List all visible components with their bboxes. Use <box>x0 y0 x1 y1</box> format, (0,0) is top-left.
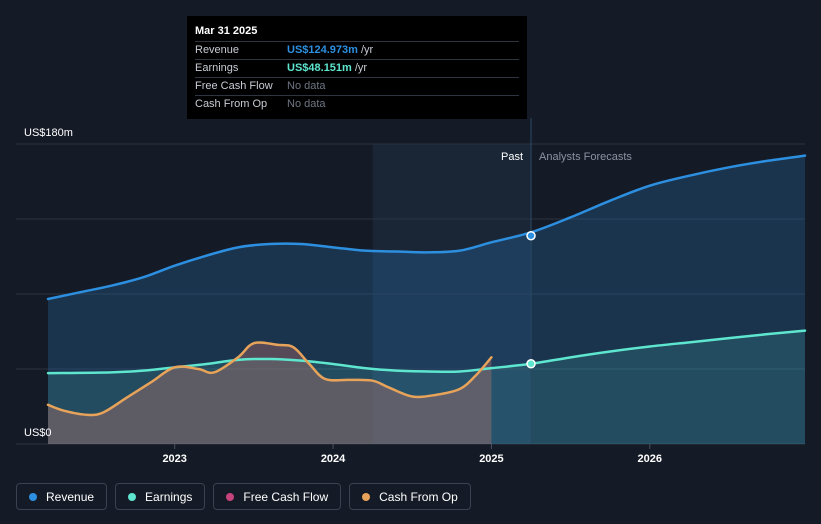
legend-item-free-cash-flow[interactable]: Free Cash Flow <box>213 483 342 510</box>
legend-dot-icon <box>128 492 137 501</box>
revenue-area <box>48 155 805 444</box>
y-tick-label: US$180m <box>24 127 73 139</box>
tooltip-label: Revenue <box>195 44 240 56</box>
legend-item-cash-from-op[interactable]: Cash From Op <box>349 483 471 510</box>
x-tick-label: 2023 <box>162 453 186 465</box>
tooltip-value: US$48.151m <box>287 62 352 74</box>
x-tick-label: 2025 <box>479 453 503 465</box>
cash-from-op-line <box>46 341 493 417</box>
series-areas <box>48 155 805 444</box>
tooltip-value: No data <box>287 80 326 92</box>
earnings-area <box>48 330 805 444</box>
tooltip-label: Cash From Op <box>195 98 268 110</box>
forecast-label: Analysts Forecasts <box>539 151 632 163</box>
hover-tooltip: Mar 31 2025 Revenue US$124.973m/yr Earning… <box>187 16 527 119</box>
earnings-line <box>46 329 807 375</box>
series-lines <box>46 154 807 417</box>
tooltip-row-free-cash-flow: Free Cash Flow No data <box>195 77 519 95</box>
legend-item-earnings[interactable]: Earnings <box>115 483 206 510</box>
past-label: Past <box>501 151 523 163</box>
tooltip-label: Free Cash Flow <box>195 80 273 92</box>
x-axis-labels: 2023 2024 2025 2026 <box>162 444 662 465</box>
tooltip-value: US$124.973m <box>287 44 358 56</box>
legend-dot-icon <box>29 492 37 501</box>
tooltip-date: Mar 31 2025 <box>195 25 258 37</box>
y-axis-labels: US$180m US$0 <box>24 127 73 439</box>
tooltip-label: Earnings <box>195 62 239 74</box>
hover-markers <box>526 230 536 369</box>
earnings-marker <box>526 358 536 369</box>
legend-dot-icon <box>362 492 371 501</box>
revenue-line <box>46 154 807 301</box>
legend-label: Earnings <box>145 489 193 504</box>
chart-legend: Revenue Earnings Free Cash Flow Cash From O… <box>16 483 479 510</box>
tooltip-row-revenue: Revenue US$124.973m/yr <box>195 41 519 59</box>
legend-label: Free Cash Flow <box>243 489 329 504</box>
x-tick-label: 2024 <box>321 453 346 465</box>
tooltip-row-earnings: Earnings US$48.151m/yr <box>195 59 519 77</box>
revenue-marker <box>526 230 536 241</box>
gridlines <box>16 143 805 445</box>
tooltip-row-cash-from-op: Cash From Op No data <box>195 95 519 113</box>
legend-label: Cash From Op <box>379 489 458 504</box>
cash-from-op-area <box>48 342 492 444</box>
y-tick-label: US$0 <box>24 427 52 439</box>
legend-item-revenue[interactable]: Revenue <box>16 483 108 510</box>
x-tick-label: 2026 <box>638 453 662 465</box>
tooltip-rows: Revenue US$124.973m/yr Earnings US$48.151m /… <box>195 41 519 113</box>
legend-dot-icon <box>226 492 235 501</box>
legend-label: Revenue <box>46 489 95 504</box>
tooltip-unit: /yr <box>354 62 368 74</box>
tooltip-value: No data <box>287 98 326 110</box>
tooltip-unit: /yr <box>360 44 374 56</box>
